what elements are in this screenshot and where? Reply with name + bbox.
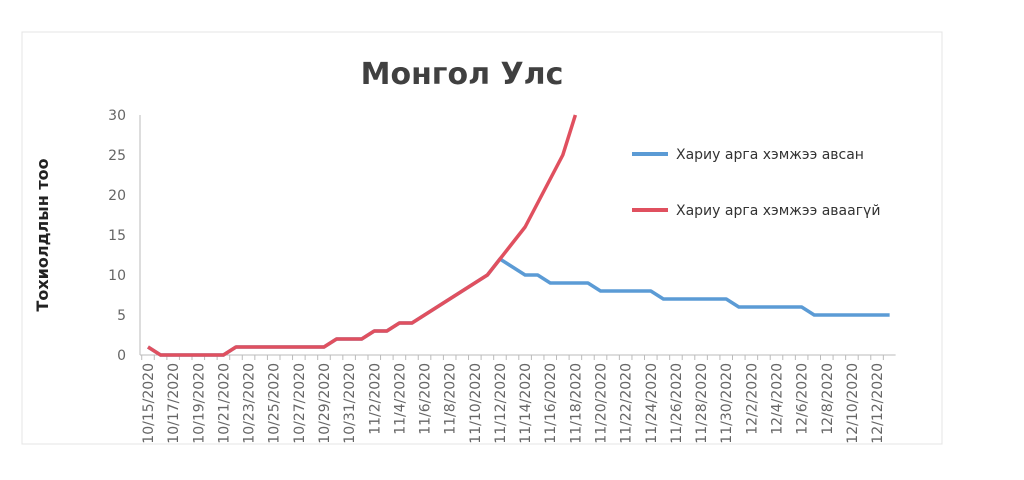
- x-tick-label: 10/27/2020: [292, 363, 308, 444]
- x-tick-label: 11/16/2020: [543, 363, 559, 444]
- series-line: [147, 114, 578, 357]
- x-tick-label: 11/2/2020: [367, 363, 383, 435]
- x-tick-label: 11/10/2020: [468, 363, 484, 444]
- y-tick-label: 10: [108, 268, 126, 284]
- x-tick-label: 11/14/2020: [518, 363, 534, 444]
- chart-title: Монгол Улс: [361, 57, 564, 92]
- x-tick-label: 11/12/2020: [493, 363, 509, 444]
- y-tick-label: 30: [108, 108, 126, 124]
- chart-frame: [21, 31, 943, 445]
- legend-label: Хариу арга хэмжээ авсан: [676, 147, 864, 163]
- y-tick-label: 25: [108, 148, 126, 164]
- x-tick-label: 12/2/2020: [744, 363, 760, 435]
- x-tick-label: 11/30/2020: [719, 363, 735, 444]
- x-tick-label: 10/23/2020: [242, 363, 258, 444]
- x-tick-label: 10/25/2020: [267, 363, 283, 444]
- x-tick-label: 10/17/2020: [166, 363, 182, 444]
- y-tick-label: 20: [108, 188, 126, 204]
- x-tick-label: 10/19/2020: [191, 363, 207, 444]
- y-axis-label: Тохиолдлын тоо: [33, 158, 52, 311]
- x-tick-label: 10/15/2020: [141, 363, 157, 444]
- x-tick-label: 11/22/2020: [619, 363, 635, 444]
- x-tick-label: 12/8/2020: [820, 363, 836, 435]
- x-tick-label: 10/31/2020: [342, 363, 358, 444]
- y-tick-label: 15: [108, 228, 126, 244]
- y-tick-label: 0: [117, 348, 126, 364]
- x-tick-label: 12/10/2020: [845, 363, 861, 444]
- x-tick-label: 12/12/2020: [870, 363, 886, 444]
- y-tick-label: 5: [117, 308, 126, 324]
- x-tick-label: 10/29/2020: [317, 363, 333, 444]
- x-tick-label: 11/24/2020: [644, 363, 660, 444]
- x-tick-label: 12/6/2020: [795, 363, 811, 435]
- x-tick-label: 11/6/2020: [418, 363, 434, 435]
- x-tick-label: 11/26/2020: [669, 363, 685, 444]
- x-tick-label: 12/4/2020: [770, 363, 786, 435]
- x-tick-label: 10/21/2020: [216, 363, 232, 444]
- x-tick-label: 11/28/2020: [694, 363, 710, 444]
- x-tick-label: 11/20/2020: [594, 363, 610, 444]
- x-tick-label: 11/4/2020: [392, 363, 408, 435]
- legend-label: Хариу арга хэмжээ аваагүй: [676, 203, 880, 219]
- x-tick-label: 11/18/2020: [568, 363, 584, 444]
- x-tick-label: 11/8/2020: [443, 363, 459, 435]
